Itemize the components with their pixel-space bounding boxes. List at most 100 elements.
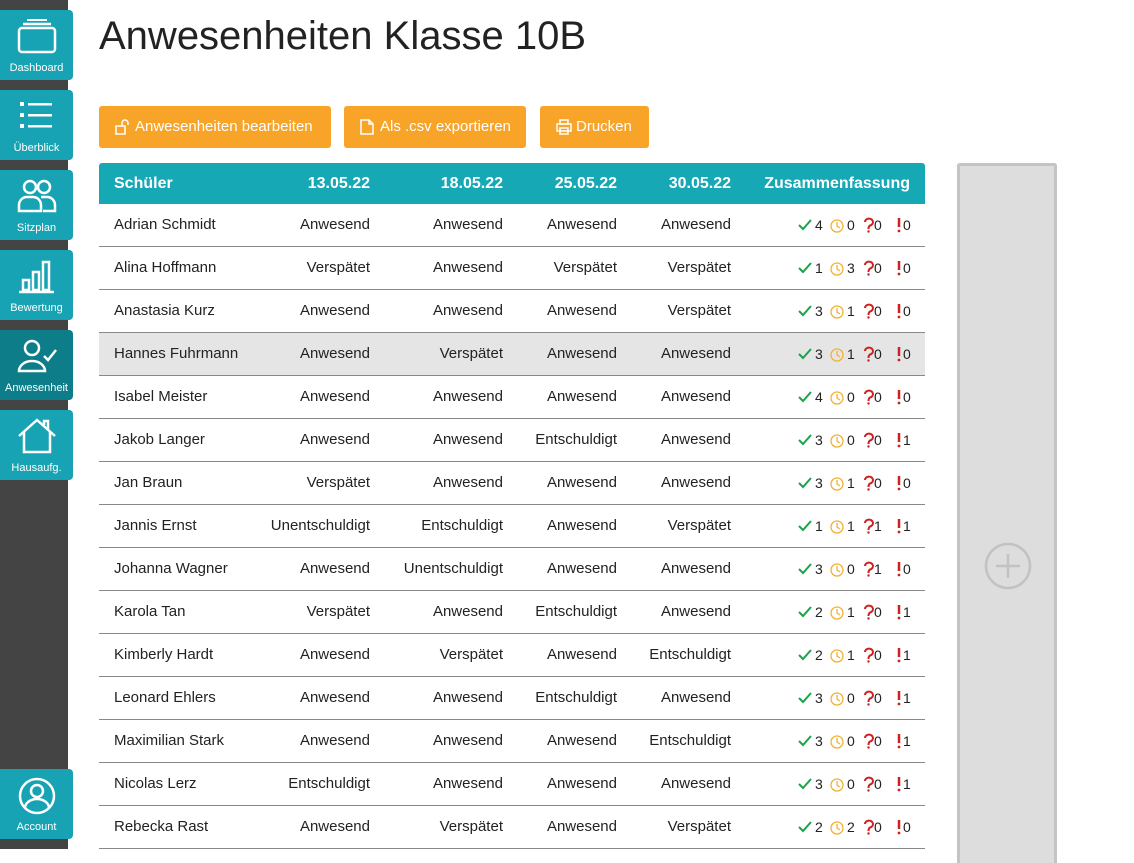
question <box>864 561 874 574</box>
nav-overview[interactable]: Überblick <box>0 90 73 160</box>
summary-count: 1 <box>815 518 823 534</box>
summary-icon <box>864 389 874 405</box>
nav-label: Account <box>16 821 57 833</box>
summary-icon <box>830 520 844 534</box>
summary-count: 3 <box>815 733 823 749</box>
summary-icon <box>798 391 812 403</box>
export-button[interactable]: Als .csv exportieren <box>344 106 526 148</box>
column-header: 25.05.22 <box>554 175 617 192</box>
attendance-status: Anwesend <box>299 689 370 706</box>
attendance-status: Anwesend <box>432 431 503 448</box>
summary-icon <box>798 434 812 446</box>
nav-grades[interactable]: Bewertung <box>0 250 73 320</box>
attendance-status: Anwesend <box>432 302 503 319</box>
summary-icon <box>798 563 812 575</box>
clock-hands <box>836 652 841 659</box>
check <box>798 262 812 274</box>
summary-count: 4 <box>815 389 823 405</box>
check <box>798 305 812 317</box>
nav-attendance[interactable]: Anwesenheit <box>0 330 73 400</box>
summary-count: 0 <box>874 647 882 663</box>
icon <box>17 179 57 213</box>
attendance-status: Anwesend <box>432 474 503 491</box>
attendance-status: Anwesend <box>660 689 731 706</box>
nav-account[interactable]: Account <box>0 769 73 839</box>
attendance-status: Anwesend <box>546 388 617 405</box>
clock-hands <box>836 394 841 401</box>
attendance-status: Entschuldigt <box>649 732 731 749</box>
summary-icon <box>864 776 874 792</box>
summary-count: 0 <box>903 217 911 233</box>
summary-icon <box>798 520 812 532</box>
clock-hands <box>836 480 841 487</box>
summary-count: 1 <box>847 346 855 362</box>
check <box>798 563 812 575</box>
icon <box>19 260 54 294</box>
nav-homework[interactable]: Hausaufg. <box>0 410 73 480</box>
summary-icon <box>830 391 844 405</box>
table-row: Karola Tan Verspätet Anwesend Entschuldigt A… <box>99 591 925 634</box>
check <box>798 520 812 532</box>
attendance-status: Verspätet <box>553 259 617 276</box>
table-row: Leonard Ehlers Anwesend Anwesend Entschuldi… <box>99 677 925 720</box>
summary-count: 0 <box>874 346 882 362</box>
summary-icon <box>830 477 844 491</box>
attendance-status: Entschuldigt <box>649 646 731 663</box>
question-dot <box>867 273 870 276</box>
clock <box>830 735 844 749</box>
attendance-status: Anwesend <box>299 302 370 319</box>
summary-icon <box>830 778 844 792</box>
student-name: Karola Tan <box>114 603 186 620</box>
question <box>864 346 874 359</box>
nav-dashboard[interactable]: Dashboard <box>0 10 73 80</box>
attendance-status: Anwesend <box>299 646 370 663</box>
summary-icon <box>864 346 874 362</box>
clock-hands <box>836 738 841 745</box>
attendance-status: Anwesend <box>432 732 503 749</box>
attendance-status: Verspätet <box>439 818 503 835</box>
add-panel[interactable] <box>957 163 1057 863</box>
clock <box>830 305 844 319</box>
table-row: Adrian Schmidt Anwesend Anwesend Anwesend An… <box>99 204 925 247</box>
summary-count: 0 <box>874 733 882 749</box>
attendance-status: Anwesend <box>546 474 617 491</box>
clock <box>830 348 844 362</box>
attendance-status: Verspätet <box>439 345 503 362</box>
edit-button[interactable]: Anwesenheiten bearbeiten <box>99 106 331 148</box>
summary-count: 0 <box>847 389 855 405</box>
clock <box>830 520 844 534</box>
summary-count: 0 <box>874 776 882 792</box>
summary-icon <box>864 432 874 448</box>
summary-icon <box>830 606 844 620</box>
question-dot <box>867 574 870 577</box>
attendance-status: Verspätet <box>306 474 370 491</box>
nav-label: Anwesenheit <box>5 382 68 394</box>
summary-count: 0 <box>874 217 882 233</box>
print-button[interactable]: Drucken <box>540 106 649 148</box>
summary-count: 0 <box>874 303 882 319</box>
summary-count: 0 <box>847 733 855 749</box>
attendance-status: Anwesend <box>546 560 617 577</box>
student-name: Jakob Langer <box>114 431 205 448</box>
student-name: Rebecka Rast <box>114 818 209 835</box>
table-row: Kimberly Hardt Anwesend Verspätet Anwesend E… <box>99 634 925 677</box>
nav-label: Überblick <box>13 142 60 154</box>
clock-hands <box>836 523 841 530</box>
check <box>798 348 812 360</box>
attendance-status: Unentschuldigt <box>270 517 370 534</box>
icon <box>360 119 374 135</box>
summary-count: 0 <box>847 776 855 792</box>
nav-label: Sitzplan <box>16 222 57 234</box>
attendance-status: Anwesend <box>432 689 503 706</box>
attendance-status: Verspätet <box>667 517 731 534</box>
summary-count: 1 <box>847 518 855 534</box>
question <box>864 475 874 488</box>
attendance-status: Anwesend <box>299 431 370 448</box>
summary-count: 2 <box>847 819 855 835</box>
clock-hands <box>836 609 841 616</box>
nav-seating[interactable]: Sitzplan <box>0 170 73 240</box>
clock-hands <box>836 437 841 444</box>
summary-count: 3 <box>815 346 823 362</box>
student-name: Isabel Meister <box>114 388 208 405</box>
summary-count: 0 <box>874 260 882 276</box>
